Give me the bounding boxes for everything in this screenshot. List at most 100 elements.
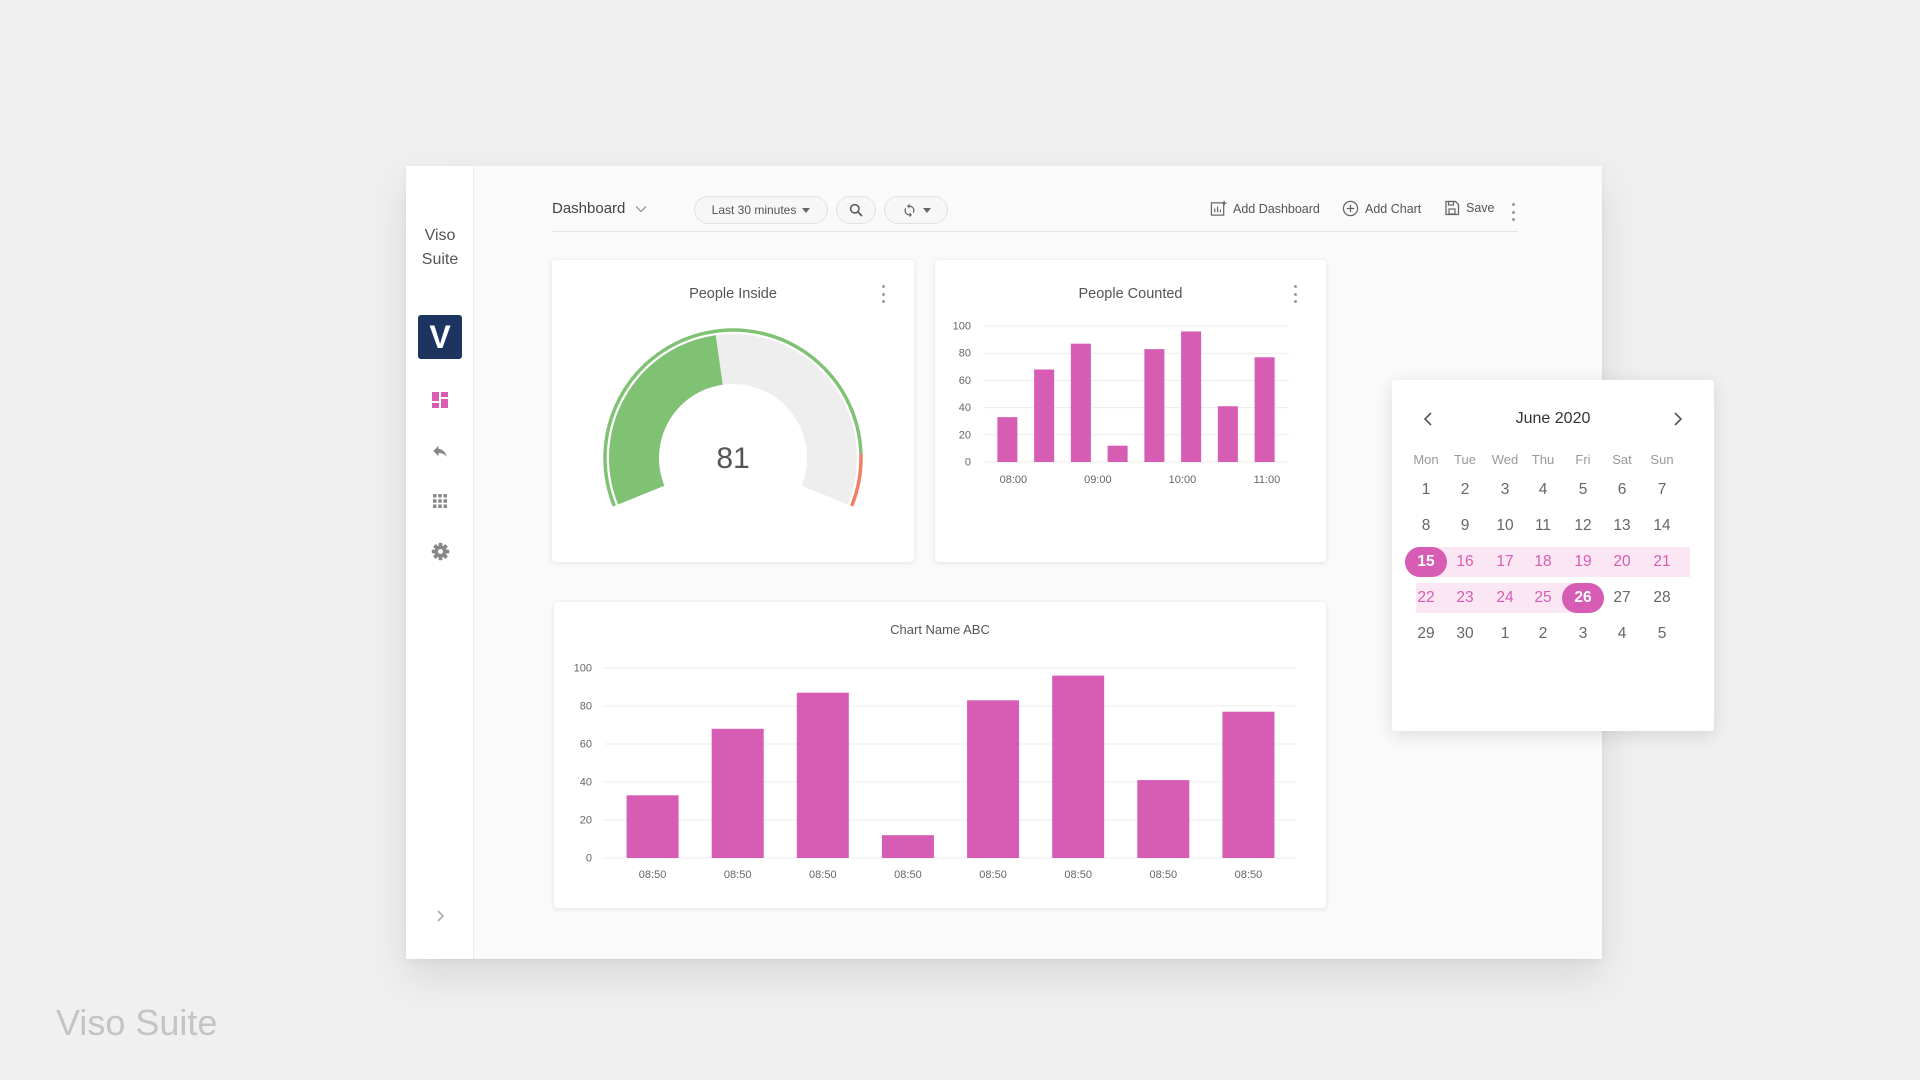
calendar-day[interactable]: 7 [1657, 481, 1667, 498]
bar [997, 417, 1018, 462]
calendar-day[interactable]: 12 [1574, 517, 1592, 534]
gear-icon[interactable] [427, 538, 453, 564]
gauge-value: 81 [716, 442, 750, 475]
calendar-day[interactable]: 27 [1613, 589, 1631, 606]
calendar-day[interactable]: 22 [1417, 589, 1435, 606]
caret-down-icon [922, 207, 931, 213]
calendar-day[interactable]: 30 [1456, 625, 1474, 642]
range-highlight [1416, 583, 1586, 613]
reply-icon[interactable] [427, 438, 453, 464]
calendar-day[interactable]: 4 [1617, 625, 1627, 642]
calendar-day[interactable]: 17 [1496, 553, 1514, 570]
dashboard-selector[interactable]: Dashboard [552, 200, 647, 217]
bar [796, 692, 849, 858]
people-inside-gauge [603, 328, 863, 507]
weekday-label: Tue [1454, 452, 1476, 467]
calendar-day[interactable]: 2 [1538, 625, 1548, 642]
calendar-day[interactable]: 8 [1421, 517, 1431, 534]
save-button[interactable]: Save [1444, 200, 1495, 216]
calendar-day[interactable]: 3 [1500, 481, 1510, 498]
chevron-right-icon[interactable] [430, 906, 450, 926]
x-tick-label: 08:50 [809, 869, 837, 881]
time-range-label: Last 30 minutes [711, 203, 797, 217]
calendar-day[interactable]: 6 [1617, 481, 1627, 498]
gauge-fill [609, 335, 723, 505]
bar [1217, 406, 1238, 462]
x-tick-label: 08:50 [724, 869, 752, 881]
calendar-day[interactable]: 9 [1460, 517, 1470, 534]
save-icon [1445, 200, 1460, 216]
calendar-day[interactable]: 23 [1456, 589, 1474, 606]
refresh-button[interactable] [884, 196, 948, 224]
dashboard-icon[interactable] [427, 387, 453, 413]
calendar-day[interactable]: 18 [1534, 553, 1552, 570]
y-tick-label: 20 [580, 815, 592, 827]
calendar-day[interactable]: 2 [1460, 481, 1470, 498]
calendar-day[interactable]: 16 [1456, 553, 1474, 570]
calendar-day[interactable]: 1 [1500, 625, 1510, 642]
bar [1222, 711, 1275, 858]
prev-month-icon[interactable] [1418, 408, 1438, 430]
card-menu-icon[interactable] [1290, 285, 1300, 303]
add-dashboard-button[interactable]: Add Dashboard [1210, 200, 1320, 217]
y-tick-label: 60 [959, 375, 971, 387]
calendar-day[interactable]: 24 [1496, 589, 1514, 606]
add-chart-button[interactable]: Add Chart [1342, 200, 1421, 217]
calendar-day[interactable]: 13 [1613, 517, 1631, 534]
weekday-label: Sat [1612, 452, 1632, 467]
bar [1070, 343, 1091, 462]
card-menu-icon[interactable] [878, 285, 888, 303]
more-options-icon[interactable] [1508, 203, 1518, 221]
next-month-icon[interactable] [1668, 408, 1688, 430]
watermark: Viso Suite [56, 1002, 218, 1043]
search-icon [849, 203, 863, 217]
calendar-day[interactable]: 11 [1534, 517, 1552, 534]
x-tick-label: 11:00 [1254, 474, 1281, 486]
calendar-day[interactable]: 26 [1574, 589, 1592, 606]
weekday-label: Mon [1413, 452, 1439, 467]
gauge-outer-arc [603, 328, 863, 507]
calendar-day[interactable]: 25 [1534, 589, 1552, 606]
bar [1034, 369, 1055, 462]
calendar-day[interactable]: 5 [1657, 625, 1667, 642]
x-tick-label: 08:50 [979, 869, 1007, 881]
calendar-day[interactable]: 4 [1538, 481, 1548, 498]
bar [711, 728, 764, 858]
calendar-day[interactable]: 14 [1653, 517, 1671, 534]
x-tick-label: 08:50 [639, 869, 667, 881]
calendar-day[interactable]: 19 [1574, 553, 1592, 570]
calendar-day[interactable]: 29 [1417, 625, 1435, 642]
bar [1254, 357, 1275, 462]
caret-down-icon [802, 207, 811, 213]
time-range-select[interactable]: Last 30 minutes [694, 196, 828, 224]
bar [1181, 331, 1202, 462]
y-tick-label: 60 [580, 739, 592, 751]
chart-abc-chart: 0 20 40 60 80 100 08:50 08:50 08:50 08:50 08:50 08:… [574, 663, 1297, 881]
calendar-month-title: June 2020 [1515, 410, 1591, 427]
people-counted-card: People Counted 0 20 40 60 80 100 08:00 09:00 10:… [935, 260, 1326, 562]
calendar-day[interactable]: 15 [1417, 553, 1435, 570]
chevron-down-icon [635, 205, 647, 212]
calendar-day[interactable]: 5 [1578, 481, 1588, 498]
calendar-day[interactable]: 20 [1613, 553, 1631, 570]
calendar-day[interactable]: 10 [1496, 517, 1514, 534]
brand-logo[interactable]: V [418, 315, 462, 359]
selected-day-marker [1562, 583, 1604, 613]
bar [881, 835, 934, 858]
weekday-label: Wed [1491, 452, 1519, 467]
card-title: People Counted [1078, 286, 1183, 302]
selected-day-marker [1405, 547, 1447, 577]
y-tick-label: 100 [953, 321, 971, 333]
weekday-label: Fri [1575, 452, 1591, 467]
apps-grid-icon[interactable] [427, 488, 453, 514]
x-tick-label: 10:00 [1169, 474, 1197, 486]
range-highlight [1416, 547, 1690, 577]
search-button[interactable] [836, 196, 876, 224]
bar [1052, 675, 1105, 858]
x-tick-label: 08:50 [894, 869, 922, 881]
calendar-day[interactable]: 1 [1421, 481, 1431, 498]
calendar-day[interactable]: 21 [1653, 553, 1671, 570]
calendar-day[interactable]: 28 [1653, 589, 1671, 606]
calendar-day[interactable]: 3 [1578, 625, 1588, 642]
bar [1144, 349, 1165, 462]
